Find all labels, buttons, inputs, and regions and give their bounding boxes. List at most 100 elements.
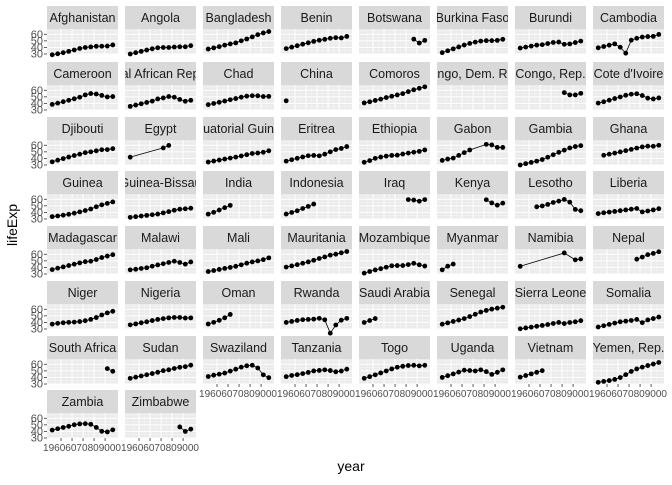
facet-7-strip-label: Cambodia	[600, 11, 657, 25]
facet-29-plot-area	[437, 194, 508, 219]
facet-34-point	[217, 267, 222, 272]
facet-26-point	[222, 205, 227, 210]
facet-34-point	[239, 262, 244, 267]
facet-16-point	[110, 146, 115, 151]
facet-35-point	[311, 258, 316, 263]
facet-23-point	[623, 148, 628, 153]
facet-32-point	[50, 267, 55, 272]
facet-46-panel: Sierra Leone	[515, 281, 587, 331]
facet-20-point	[389, 153, 394, 158]
facet-30-point	[540, 204, 545, 209]
facet-49-point	[133, 375, 138, 380]
facet-18-point	[255, 151, 260, 156]
x-tick-labels: 19606070809000	[589, 388, 667, 400]
facet-2-point	[250, 34, 255, 39]
facet-0-point	[88, 44, 93, 49]
facet-6-point	[540, 42, 545, 47]
facet-44-point	[362, 320, 367, 325]
facet-53-point	[500, 367, 505, 372]
facet-36-point	[384, 265, 389, 270]
facet-40-strip-label: Niger	[68, 286, 98, 300]
facet-41-point	[188, 315, 193, 320]
facet-7-point	[634, 36, 639, 41]
facet-6-point	[556, 40, 561, 45]
facet-50-point	[206, 374, 211, 379]
facet-56-point	[110, 427, 115, 432]
facet-41-point	[139, 320, 144, 325]
facet-54-point	[534, 370, 539, 375]
facet-24-point	[99, 202, 104, 207]
facet-47-point	[651, 316, 656, 321]
facet-57-panel: Zimbabwe	[125, 390, 196, 438]
facet-37-point	[451, 262, 456, 267]
facet-1-point	[150, 46, 155, 51]
facet-31-strip-label: Liberia	[610, 176, 648, 190]
facet-19-point	[306, 153, 311, 158]
facet-9-point	[133, 103, 138, 108]
facet-39-strip-label: Nepal	[612, 231, 645, 245]
facet-55-point	[612, 377, 617, 382]
facet-1-plot-area	[125, 29, 196, 56]
facet-30-point	[556, 199, 561, 204]
facet-55-strip-label: Yemen, Rep.	[593, 341, 665, 355]
facet-21-strip-label: Gabon	[454, 122, 492, 136]
facet-48-plot-area	[47, 359, 118, 384]
facet-27-plot-area	[281, 194, 352, 219]
facet-38-strip-label: Namibia	[528, 231, 574, 245]
facet-40-point	[50, 322, 55, 327]
facet-56-point	[94, 425, 99, 430]
facet-50-point	[211, 373, 216, 378]
facet-13-panel: ongo, Dem. Re	[430, 62, 514, 110]
facet-3-point	[284, 46, 289, 51]
facet-27-point	[295, 208, 300, 213]
facet-7-point	[651, 34, 656, 39]
y-tick-label: 60	[31, 304, 43, 316]
facet-31-point	[601, 210, 606, 215]
facet-55-plot-area	[593, 359, 664, 385]
facet-6-point	[529, 44, 534, 49]
facet-45-point	[467, 314, 472, 319]
facet-0-point	[110, 43, 115, 48]
facet-49-panel: Sudan	[125, 336, 196, 384]
facet-53-point	[456, 370, 461, 375]
facet-57-point	[188, 427, 193, 432]
facet-35-point	[295, 262, 300, 267]
facet-33-point	[177, 260, 182, 265]
facet-39-point	[634, 257, 639, 262]
facet-45-point	[489, 307, 494, 312]
facet-31-point	[640, 209, 645, 214]
facet-22-plot-area	[515, 140, 586, 167]
facet-18-point	[217, 158, 222, 163]
facet-53-strip-label: Uganda	[451, 341, 495, 355]
facet-55-point	[640, 365, 645, 370]
facet-24-point	[61, 213, 66, 218]
facet-21-point	[462, 150, 467, 155]
facet-38-plot-area	[515, 249, 586, 274]
facet-40-point	[55, 321, 60, 326]
facet-5-point	[489, 38, 494, 43]
facet-19-point	[289, 157, 294, 162]
facet-19-point	[317, 153, 322, 158]
facet-39-point	[645, 252, 650, 257]
facet-10-point	[261, 94, 266, 99]
facet-52-point	[378, 371, 383, 376]
facet-49-point	[144, 372, 149, 377]
facet-24-strip-label: Guinea	[62, 176, 102, 190]
facet-15-point	[651, 97, 656, 102]
facet-12-point	[384, 95, 389, 100]
facet-2-point	[261, 31, 266, 36]
facet-0-point	[72, 48, 77, 53]
facet-53-point	[473, 369, 478, 374]
facet-23-point	[607, 152, 612, 157]
facet-3-point	[317, 38, 322, 43]
facet-3-strip-label: Benin	[301, 11, 333, 25]
facet-1-panel: Angola	[125, 6, 196, 56]
facet-31-point	[656, 206, 661, 211]
facet-33-plot-area	[125, 249, 196, 274]
facet-26-point	[211, 210, 216, 215]
facet-21-point	[500, 145, 505, 150]
facet-6-point	[567, 42, 572, 47]
facet-47-point	[645, 318, 650, 323]
facet-43-point	[322, 317, 327, 322]
facet-8-point	[50, 102, 55, 107]
